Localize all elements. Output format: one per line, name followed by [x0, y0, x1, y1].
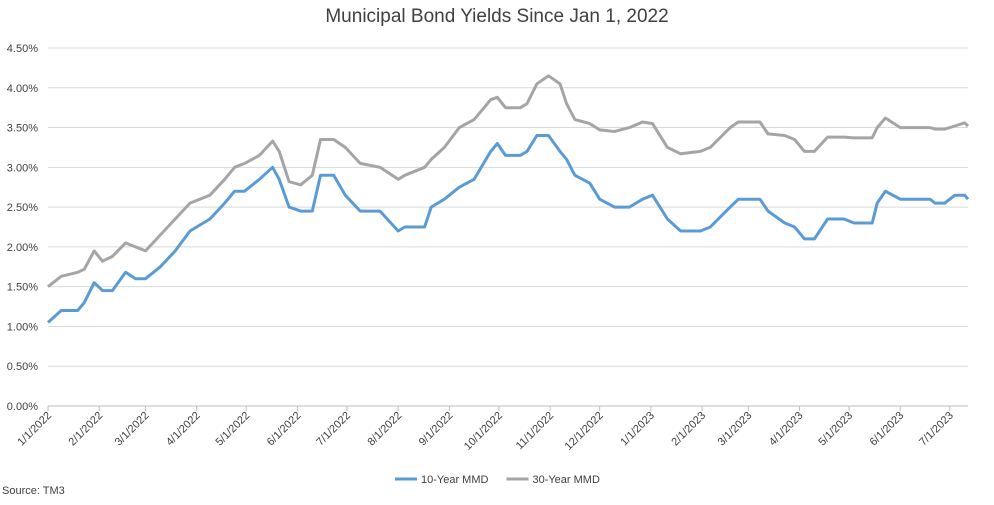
y-tick-label: 1.50%: [7, 282, 38, 294]
x-tick-label: 3/1/2023: [716, 410, 755, 449]
x-tick-label: 8/1/2022: [366, 410, 405, 449]
y-tick-label: 2.00%: [7, 242, 38, 254]
x-tick-label: 4/1/2022: [164, 410, 203, 449]
y-tick-label: 3.00%: [7, 162, 38, 174]
y-tick-label: 3.50%: [7, 123, 38, 135]
x-tick-label: 12/1/2022: [563, 410, 606, 453]
x-tick-label: 2/1/2022: [67, 410, 106, 449]
x-tick-label: 1/1/2022: [15, 410, 54, 449]
x-tick-label: 3/1/2022: [113, 410, 152, 449]
legend-label: 30-Year MMD: [532, 474, 600, 486]
y-tick-label: 2.50%: [7, 202, 38, 214]
y-tick-label: 4.50%: [7, 43, 38, 55]
legend-item: 30-Year MMD: [506, 474, 600, 486]
y-tick-label: 0.00%: [7, 401, 38, 413]
x-tick-label: 11/1/2022: [514, 410, 557, 453]
x-tick-label: 5/1/2023: [816, 410, 855, 449]
chart-title: Municipal Bond Yields Since Jan 1, 2022: [325, 6, 668, 27]
series-line: [47, 74, 970, 288]
source-note: Source: TM3: [2, 485, 65, 497]
x-tick-label: 4/1/2023: [767, 410, 806, 449]
x-tick-label: 1/1/2023: [618, 410, 657, 449]
y-tick-label: 1.00%: [7, 321, 38, 333]
y-tick-label: 4.00%: [7, 83, 38, 95]
x-tick-label: 2/1/2023: [669, 410, 708, 449]
x-tick-label: 6/1/2023: [868, 410, 907, 449]
y-tick-label: 0.50%: [7, 361, 38, 373]
x-tick-label: 6/1/2022: [265, 410, 304, 449]
x-tick-label: 5/1/2022: [214, 410, 253, 449]
x-tick-label: 7/1/2023: [917, 410, 956, 449]
legend-item: 10-Year MMD: [395, 474, 489, 486]
legend-label: 10-Year MMD: [421, 474, 489, 486]
x-tick-label: 7/1/2022: [314, 410, 353, 449]
x-tick-label: 9/1/2022: [417, 410, 456, 449]
series-line: [46, 134, 970, 324]
x-tick-label: 10/1/2022: [462, 410, 505, 453]
